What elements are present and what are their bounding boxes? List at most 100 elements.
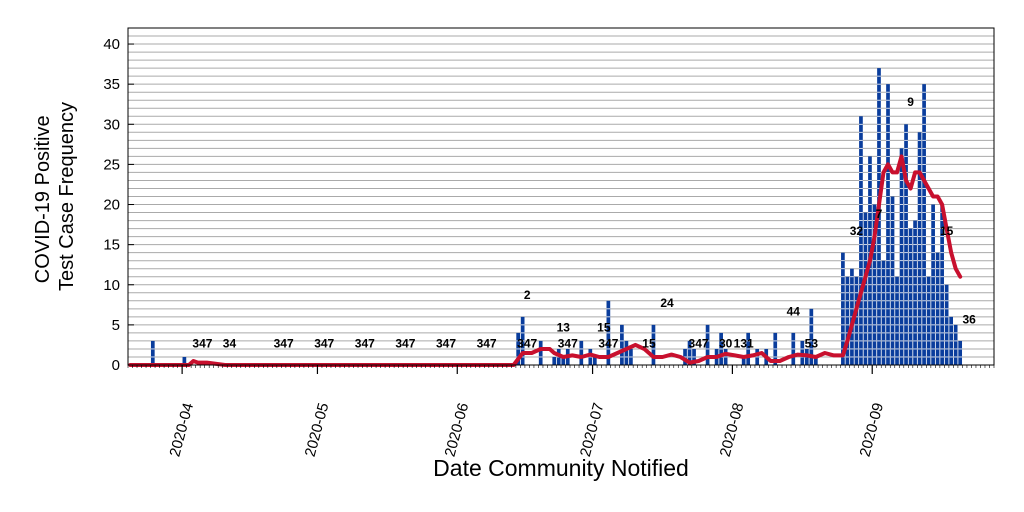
bar-fill [620, 324, 624, 365]
annotation-label: 7 [876, 207, 883, 221]
bar-fill [881, 260, 886, 365]
bar [773, 332, 778, 365]
y-tick-label: 15 [103, 237, 120, 254]
bar [150, 340, 155, 365]
y-axis: 0 5 10 15 20 25 30 35 40 [103, 36, 134, 374]
bar [755, 348, 760, 365]
bar-fill [895, 276, 899, 365]
y-tick-label: 5 [112, 317, 120, 334]
bar [629, 348, 633, 365]
bar [944, 284, 949, 365]
annotation-label: 32 [850, 224, 864, 238]
bar-fill [886, 84, 890, 366]
bar [922, 84, 926, 366]
bar [859, 116, 863, 365]
annotation-label: 13 [557, 320, 571, 334]
bar-fill [741, 356, 746, 365]
annotation-label: 347 [395, 336, 415, 350]
bar [692, 348, 696, 365]
y-tick-label: 25 [103, 156, 120, 173]
bar-fill [705, 324, 710, 365]
bar-fill [908, 228, 913, 365]
x-axis-title: Date Community Notified [433, 455, 689, 481]
bar [592, 356, 597, 365]
annotation-label: 34 [223, 336, 237, 350]
bar [741, 356, 746, 365]
annotation-label: 347 [355, 336, 375, 350]
y-tick-label: 10 [103, 277, 120, 294]
annotation-label: 347 [274, 336, 294, 350]
bar [904, 124, 908, 366]
annotation-label: 15 [597, 320, 611, 334]
bar [958, 340, 963, 365]
bar-fill [552, 356, 557, 365]
bar [182, 356, 187, 365]
y-tick-label: 35 [103, 76, 120, 93]
bar [886, 84, 890, 366]
bar [863, 212, 868, 365]
y-tick-label: 30 [103, 116, 120, 133]
annotation-label: 347 [477, 336, 497, 350]
annotation-label: 44 [787, 304, 801, 318]
bar-fill [538, 340, 543, 365]
annotation-label: 9 [907, 95, 914, 109]
bar [561, 356, 566, 365]
bar-fill [890, 196, 895, 365]
bar [579, 340, 584, 365]
bar [841, 252, 845, 365]
annotation-label: 347 [598, 336, 618, 350]
bar [552, 356, 557, 365]
bar [813, 356, 818, 365]
annotation-label: 15 [642, 336, 656, 350]
annotation-label: 347 [558, 336, 578, 350]
annotation-label: 131 [734, 336, 754, 350]
bar-fill [854, 276, 859, 365]
bar-fill [579, 340, 584, 365]
bar [908, 228, 913, 365]
bar [890, 196, 895, 365]
annotation-label: 53 [805, 336, 819, 350]
bar-fill [958, 340, 963, 365]
bar-fill [845, 276, 850, 365]
bar-fill [922, 84, 926, 366]
bar-fill [561, 356, 566, 365]
bar [926, 276, 931, 365]
bar [687, 340, 692, 365]
bar [620, 324, 624, 365]
bar-fill [687, 340, 692, 365]
annotation-label: 347 [689, 336, 709, 350]
bar [917, 132, 922, 365]
bar [791, 332, 796, 365]
annotation-label: 2 [524, 288, 531, 302]
bar [899, 148, 904, 365]
y-tick-label: 0 [112, 357, 120, 374]
y-axis-title-line-1: COVID-19 Positive [32, 115, 54, 283]
bar-fill [809, 308, 814, 365]
bar [913, 220, 917, 365]
bars-series [150, 68, 963, 366]
bar [854, 276, 859, 365]
annotations: 347 34 347 347 347 347 347 347 347 347 347 2 13 15 15 2… [192, 95, 976, 351]
annotation-label: 15 [940, 224, 954, 238]
annotation-label: 24 [660, 296, 674, 310]
annotation-label: 347 [192, 336, 212, 350]
annotation-label: 347 [314, 336, 334, 350]
bar-fill [651, 324, 656, 365]
bar [953, 324, 958, 365]
y-axis-title-line-2: Test Case Frequency [56, 102, 78, 291]
bar [881, 260, 886, 365]
annotation-label: 347 [436, 336, 456, 350]
bar-fill [182, 356, 187, 365]
moving-average-line [128, 154, 963, 367]
bar [949, 316, 954, 365]
bar [538, 340, 543, 365]
bar [931, 204, 935, 365]
bar [624, 340, 629, 365]
bar [895, 276, 899, 365]
moving-average-series [128, 154, 963, 367]
y-tick-label: 40 [103, 36, 120, 53]
y-axis-title: COVID-19 Positive Test Case Frequency [32, 102, 78, 291]
annotation-label: 30 [719, 336, 733, 350]
bar-fill [859, 116, 863, 365]
